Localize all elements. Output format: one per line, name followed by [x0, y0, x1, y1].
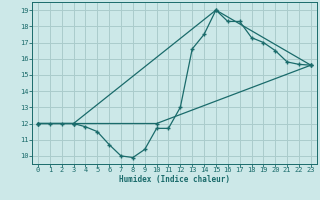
- X-axis label: Humidex (Indice chaleur): Humidex (Indice chaleur): [119, 175, 230, 184]
